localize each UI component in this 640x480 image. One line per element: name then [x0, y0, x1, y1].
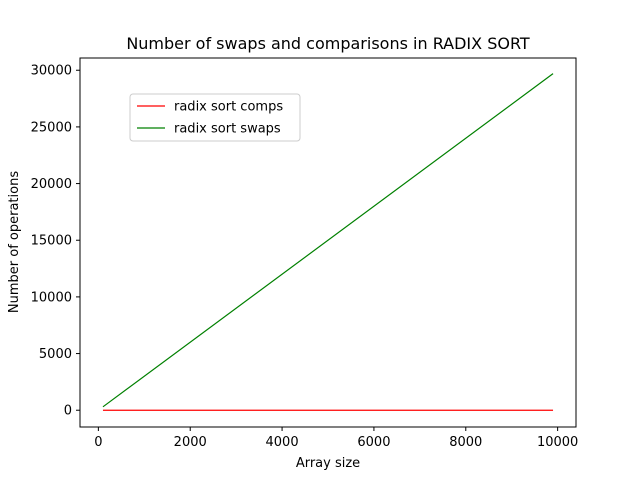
y-tick-label: 20000 — [31, 177, 72, 192]
y-tick-label: 25000 — [31, 120, 72, 135]
y-axis-label: Number of operations — [7, 171, 22, 313]
legend-label-swaps: radix sort swaps — [174, 122, 281, 137]
x-tick-label: 0 — [94, 435, 102, 450]
y-tick-label: 10000 — [31, 290, 72, 305]
x-tick-label: 2000 — [174, 435, 207, 450]
plot-area: 0 2000 4000 6000 8000 10000 0 5000 10000 15000 20… — [31, 57, 578, 450]
y-axis-ticks: 0 5000 10000 15000 20000 25000 30000 — [31, 64, 80, 419]
legend-box — [129, 93, 301, 142]
y-tick-label: 0 — [64, 404, 72, 419]
series-line-1 — [102, 73, 554, 408]
legend: radix sort comps radix sort swaps — [129, 93, 301, 142]
x-tick-label: 6000 — [357, 435, 390, 450]
series-layer — [102, 73, 554, 411]
y-tick-label: 30000 — [31, 64, 72, 79]
y-tick-label: 15000 — [31, 234, 72, 249]
x-tick-label: 4000 — [266, 435, 299, 450]
y-tick-label: 5000 — [39, 347, 72, 362]
x-tick-label: 10000 — [537, 435, 578, 450]
legend-label-comps: radix sort comps — [174, 100, 283, 115]
x-axis-label: Array size — [296, 456, 360, 471]
axes-frame — [79, 57, 577, 428]
chart-title: Number of swaps and comparisons in RADIX… — [126, 34, 530, 53]
x-axis-ticks: 0 2000 4000 6000 8000 10000 — [94, 427, 578, 450]
x-tick-label: 8000 — [449, 435, 482, 450]
